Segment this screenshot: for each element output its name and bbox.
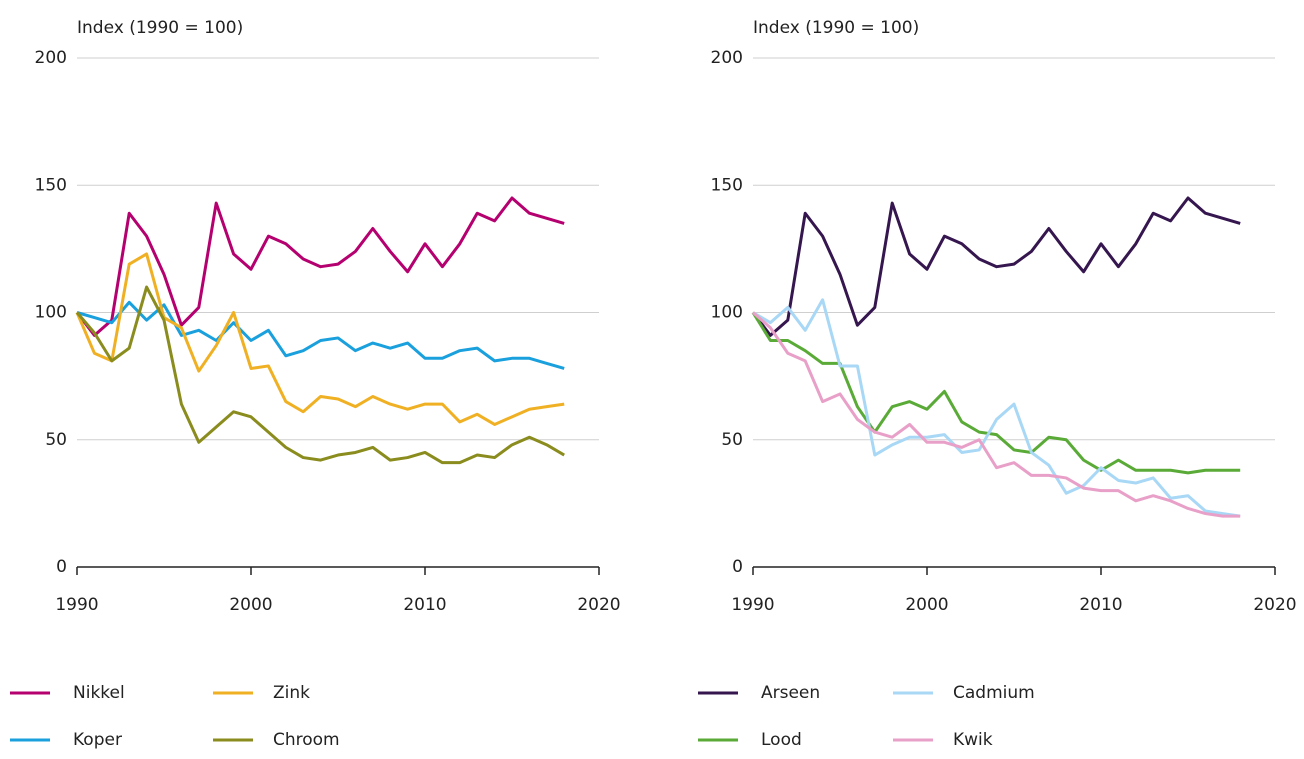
series-line xyxy=(752,298,1241,518)
x-tick-label: 1990 xyxy=(731,595,774,615)
legend-label: Cadmium xyxy=(953,683,1035,703)
legend-label: Lood xyxy=(761,730,802,750)
x-tick-label: 2010 xyxy=(1079,595,1122,615)
y-tick-label: 200 xyxy=(35,48,67,68)
y-tick-label: 50 xyxy=(45,430,67,450)
y-axis-label: Index (1990 = 100) xyxy=(77,18,243,38)
legend-label: Arseen xyxy=(761,683,820,703)
legend-label: Koper xyxy=(73,730,122,750)
y-tick-label: 150 xyxy=(711,175,743,195)
y-tick-label: 0 xyxy=(56,557,67,577)
x-tick-label: 2010 xyxy=(403,595,446,615)
legend-label: Kwik xyxy=(953,730,993,750)
x-tick-label: 2000 xyxy=(229,595,272,615)
x-tick-label: 2020 xyxy=(577,595,620,615)
y-tick-label: 100 xyxy=(35,303,67,323)
series-line xyxy=(75,196,565,337)
legend-label: Zink xyxy=(273,683,310,703)
y-tick-label: 0 xyxy=(732,557,743,577)
series-line xyxy=(75,285,565,465)
series-line xyxy=(75,252,565,426)
y-tick-label: 50 xyxy=(721,430,743,450)
y-tick-label: 200 xyxy=(711,48,743,68)
x-tick-label: 1990 xyxy=(55,595,98,615)
series-line xyxy=(752,311,1241,518)
y-axis-label: Index (1990 = 100) xyxy=(753,18,919,38)
y-tick-label: 150 xyxy=(35,175,67,195)
y-tick-label: 100 xyxy=(711,303,743,323)
legend-label: Chroom xyxy=(273,730,340,750)
series-line xyxy=(751,311,1241,475)
x-tick-label: 2000 xyxy=(905,595,948,615)
series-line xyxy=(751,196,1241,337)
x-tick-label: 2020 xyxy=(1253,595,1296,615)
legend-label: Nikkel xyxy=(73,683,125,703)
